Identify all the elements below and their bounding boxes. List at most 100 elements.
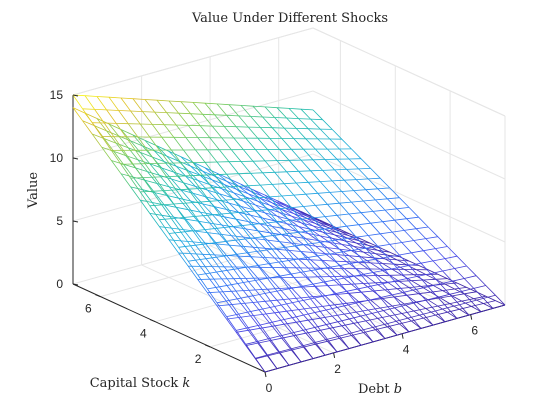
mesh-edge [142, 111, 155, 113]
mesh-edge [413, 299, 426, 304]
mesh-edge [259, 324, 271, 339]
mesh-edge [142, 111, 153, 125]
mesh-edge [387, 197, 400, 200]
mesh-edge [216, 226, 230, 229]
mesh-edge [262, 236, 273, 250]
mesh-edge [305, 138, 316, 150]
mesh-edge [240, 297, 251, 312]
mesh-edge [464, 291, 477, 295]
mesh-edge [204, 102, 218, 105]
mesh-edge [257, 200, 270, 206]
mesh-edge [310, 118, 321, 130]
mesh-edge [310, 307, 321, 319]
mesh-edge [161, 136, 172, 151]
mesh-edge [303, 269, 316, 273]
mesh-edge [192, 102, 203, 115]
mesh-edge [187, 125, 199, 138]
mesh-edge [231, 290, 244, 292]
mesh-edge [149, 205, 160, 220]
mesh-edge [399, 320, 412, 325]
mesh-edge [310, 298, 321, 312]
mesh-edge [209, 278, 220, 293]
mesh-edge [130, 177, 143, 179]
mesh-edge [324, 159, 335, 171]
mesh-edge [204, 162, 215, 175]
mesh-edge [123, 150, 134, 165]
mesh-edge [233, 199, 244, 213]
mesh-edge [317, 193, 328, 205]
mesh-edge [315, 340, 328, 345]
mesh-edge [276, 249, 287, 259]
mesh-edge [272, 202, 285, 208]
mesh-edge [351, 283, 364, 285]
mesh-edge [391, 231, 403, 243]
mesh-edge [355, 236, 367, 249]
mesh-edge [223, 255, 235, 270]
mesh-edge [240, 245, 251, 257]
mesh-edge [72, 107, 83, 122]
mesh-edge [195, 230, 206, 244]
mesh-edge [401, 305, 412, 318]
mesh-edge [399, 316, 412, 321]
mesh-edge [149, 136, 160, 151]
mesh-edge [255, 280, 266, 294]
mesh-edge [240, 302, 254, 304]
mesh-edge [339, 335, 352, 339]
mesh-edge [435, 307, 448, 312]
mesh-edge [358, 288, 369, 301]
mesh-edge [274, 233, 287, 236]
mesh-edge [370, 168, 381, 179]
mesh-edge [351, 332, 362, 346]
mesh-edge [291, 345, 304, 350]
mesh-edge [267, 239, 280, 242]
mesh-edge [279, 149, 290, 161]
mesh-edge [348, 274, 362, 278]
mesh-edge [200, 187, 213, 189]
mesh-edge [372, 269, 386, 273]
mesh-edge [324, 351, 338, 356]
mesh-edge [370, 283, 383, 287]
mesh-edge [392, 230, 405, 233]
mesh-edge [382, 280, 395, 285]
x-tick-mark [470, 314, 473, 320]
mesh-edge [449, 291, 462, 295]
z-tick-label: 10 [50, 151, 64, 165]
mesh-edge [262, 308, 273, 323]
mesh-edge [353, 246, 366, 249]
mesh-edge [257, 340, 270, 344]
mesh-edge [432, 258, 446, 262]
mesh-edge [356, 178, 369, 180]
mesh-edge [279, 207, 292, 210]
mesh-edge [322, 293, 335, 297]
mesh-edge [384, 334, 398, 339]
mesh-edge [214, 174, 225, 188]
mesh-edge [255, 357, 266, 373]
mesh-edge [168, 162, 179, 177]
mesh-edge [274, 172, 285, 184]
mesh-edge [346, 225, 357, 238]
mesh-edge [391, 294, 403, 307]
mesh-edge [276, 200, 290, 207]
mesh-edge [406, 293, 419, 296]
mesh-edge [161, 203, 174, 206]
mesh-edge [377, 308, 390, 313]
z-axis-label: Value [26, 172, 41, 209]
surface-2 [72, 94, 506, 373]
mesh-edge [94, 109, 105, 124]
mesh-edge [216, 305, 227, 320]
mesh-edge [192, 192, 206, 197]
mesh-edge [192, 241, 206, 244]
mesh-edge [425, 236, 438, 239]
mesh-edge [130, 110, 141, 125]
mesh-edge [308, 181, 321, 183]
mesh-edge [447, 308, 460, 313]
mesh-edge [384, 258, 398, 261]
mesh-edge [420, 260, 434, 264]
gridline [72, 216, 314, 285]
mesh-edge [336, 213, 350, 216]
mesh-edge [300, 296, 314, 299]
mesh-edge [185, 175, 198, 181]
mesh-edge [411, 280, 422, 287]
mesh-edge [291, 271, 304, 275]
